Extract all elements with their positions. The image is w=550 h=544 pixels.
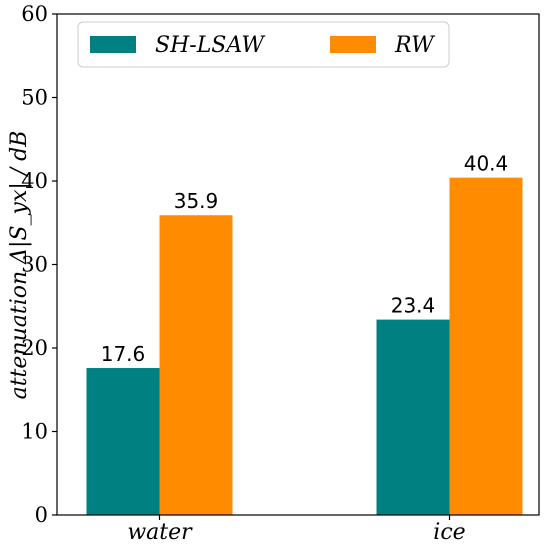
legend-swatch-sh-lsaw xyxy=(90,36,136,53)
y-tick-label: 30 xyxy=(21,253,48,277)
value-label-sh-lsaw-water: 17.6 xyxy=(101,342,146,366)
y-axis-ticks: 0 10 20 30 40 50 60 xyxy=(21,2,57,527)
bar-sh-lsaw-ice xyxy=(376,319,450,515)
legend-label-rw: RW xyxy=(394,33,436,58)
x-tick-label-water: water xyxy=(127,520,193,544)
x-axis-ticks: water ice xyxy=(127,515,466,544)
y-tick-label: 0 xyxy=(35,503,48,527)
y-axis-title-word: attenuation Δ|S_yx| / dB xyxy=(7,131,32,400)
x-tick-label-ice: ice xyxy=(433,520,465,544)
bar-rw-ice xyxy=(449,177,523,515)
legend-box xyxy=(77,21,450,68)
bar-rw-water xyxy=(159,215,233,516)
y-axis-title: attenuation Δ|S_yx| / dB xyxy=(7,131,32,400)
y-tick-label: 10 xyxy=(21,420,48,444)
legend-label-sh-lsaw: SH-LSAW xyxy=(155,33,266,58)
value-label-sh-lsaw-ice: 23.4 xyxy=(391,294,436,318)
value-label-rw-ice: 40.4 xyxy=(464,152,509,176)
bar-sh-lsaw-water xyxy=(86,368,160,515)
bars-group xyxy=(86,177,523,516)
value-labels-group: 17.6 23.4 35.9 40.4 xyxy=(101,152,509,366)
legend-swatch-rw xyxy=(330,36,376,53)
y-tick-label: 20 xyxy=(21,336,48,360)
y-tick-label: 50 xyxy=(21,86,48,110)
y-tick-label: 40 xyxy=(21,169,48,193)
y-tick-label: 60 xyxy=(21,2,48,26)
value-label-rw-water: 35.9 xyxy=(174,189,219,213)
legend: SH-LSAW RW xyxy=(77,21,450,68)
